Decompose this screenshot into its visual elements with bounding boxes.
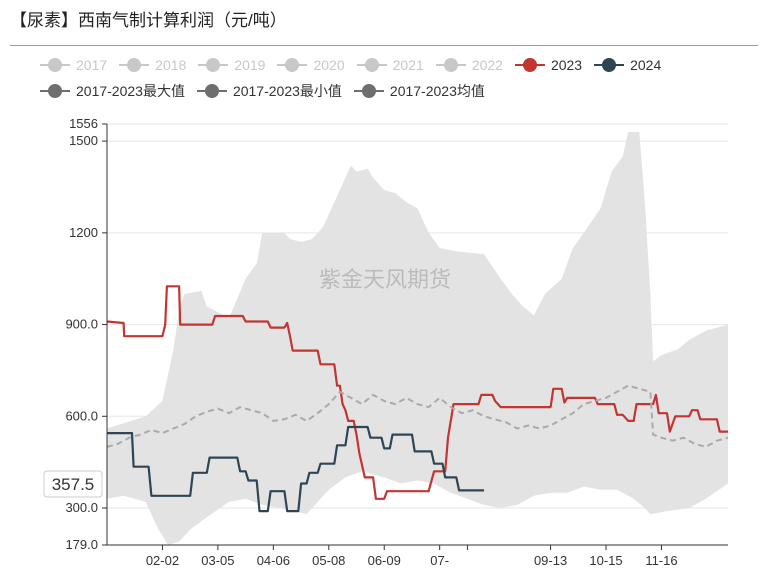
legend-label: 2017 bbox=[76, 57, 108, 73]
x-tick-label: 06-09 bbox=[368, 553, 401, 568]
legend-symbol-icon bbox=[435, 58, 466, 72]
x-tick-label: 05-08 bbox=[312, 553, 345, 568]
y-tick-label: 1200 bbox=[69, 225, 98, 240]
legend-label: 2023 bbox=[550, 57, 583, 73]
y-tick-label: 1556 bbox=[69, 116, 98, 131]
legend-symbol-icon bbox=[514, 58, 545, 72]
legend-symbol-icon bbox=[356, 58, 387, 72]
legend-symbol-icon bbox=[594, 58, 625, 72]
legend-symbol-icon bbox=[198, 58, 229, 72]
series-line-2023[interactable] bbox=[106, 285, 728, 500]
x-tick-label: 03-05 bbox=[201, 553, 234, 568]
y-tick-label: 300.0 bbox=[65, 500, 98, 515]
legend-item-mean[interactable]: 2017-2023均值 bbox=[353, 81, 485, 101]
legend-symbol-icon bbox=[277, 58, 308, 72]
legend-item-2022[interactable]: 2022 bbox=[435, 57, 503, 73]
y-tick-label: 600.0 bbox=[65, 408, 98, 423]
x-tick-label: 04-06 bbox=[257, 553, 290, 568]
legend-item-2020[interactable]: 2020 bbox=[277, 57, 345, 73]
axes bbox=[106, 124, 728, 546]
legend-symbol-icon bbox=[40, 58, 70, 72]
tooltip-value: 357.5 bbox=[52, 475, 95, 494]
legend-symbol-icon bbox=[40, 84, 70, 98]
max-min-band bbox=[107, 131, 728, 545]
legend-label: 2022 bbox=[471, 57, 503, 73]
chart-title: 【尿素】西南气制计算利润（元/吨） bbox=[10, 11, 287, 30]
axis-ticks: 179.0 300.0 600.0 900.0 1200 1500 1556 02-02 03-… bbox=[65, 116, 677, 568]
series-line-2024[interactable] bbox=[107, 425, 484, 513]
watermark: 紫金天风期货 bbox=[319, 268, 451, 293]
x-tick-label: 07- bbox=[430, 553, 449, 568]
legend-symbol-icon bbox=[119, 58, 150, 72]
series-group bbox=[106, 285, 729, 513]
legend-item-2021[interactable]: 2021 bbox=[356, 57, 424, 73]
y-tick-label: 1500 bbox=[69, 133, 98, 148]
legend-item-2018[interactable]: 2018 bbox=[119, 57, 186, 73]
legend-item-2024[interactable]: 2024 bbox=[594, 57, 661, 73]
legend-item-min[interactable]: 2017-2023最小值 bbox=[196, 81, 342, 101]
title-divider bbox=[10, 45, 758, 46]
legend-label: 2020 bbox=[313, 57, 345, 73]
value-tooltip: 357.5 bbox=[43, 470, 103, 498]
y-tick-label: 179.0 bbox=[65, 537, 98, 552]
x-tick-label: 11-16 bbox=[645, 553, 677, 568]
legend-label: 2017-2023最大值 bbox=[76, 83, 185, 99]
x-tick-label: 09-13 bbox=[534, 553, 567, 568]
legend-row-2: 2017-2023最大值 2017-2023最小值 2017-2023均值 bbox=[40, 78, 760, 104]
legend-label: 2018 bbox=[155, 57, 187, 73]
legend-item-2023[interactable]: 2023 bbox=[514, 57, 583, 73]
x-tick-label: 10-15 bbox=[589, 553, 622, 568]
legend[interactable]: 2017 2018 2019 2020 2021 2022 2023 2024 … bbox=[40, 52, 760, 104]
legend-label: 2024 bbox=[630, 57, 662, 73]
legend-item-max[interactable]: 2017-2023最大值 bbox=[40, 81, 185, 101]
y-tick-label: 900.0 bbox=[65, 317, 98, 332]
legend-label: 2017-2023均值 bbox=[389, 83, 485, 99]
legend-symbol-icon bbox=[196, 84, 227, 98]
legend-label: 2021 bbox=[392, 57, 424, 73]
legend-item-2019[interactable]: 2019 bbox=[198, 57, 265, 73]
tooltip-box bbox=[43, 470, 103, 498]
legend-row-1: 2017 2018 2019 2020 2021 2022 2023 2024 bbox=[40, 52, 760, 78]
legend-symbol-icon bbox=[353, 84, 384, 98]
x-tick-label: 02-02 bbox=[146, 553, 179, 568]
legend-label: 2017-2023最小值 bbox=[232, 83, 342, 99]
series-line-2017-2023均值[interactable] bbox=[106, 384, 729, 448]
legend-item-2017[interactable]: 2017 bbox=[40, 57, 107, 73]
legend-label: 2019 bbox=[234, 57, 266, 73]
